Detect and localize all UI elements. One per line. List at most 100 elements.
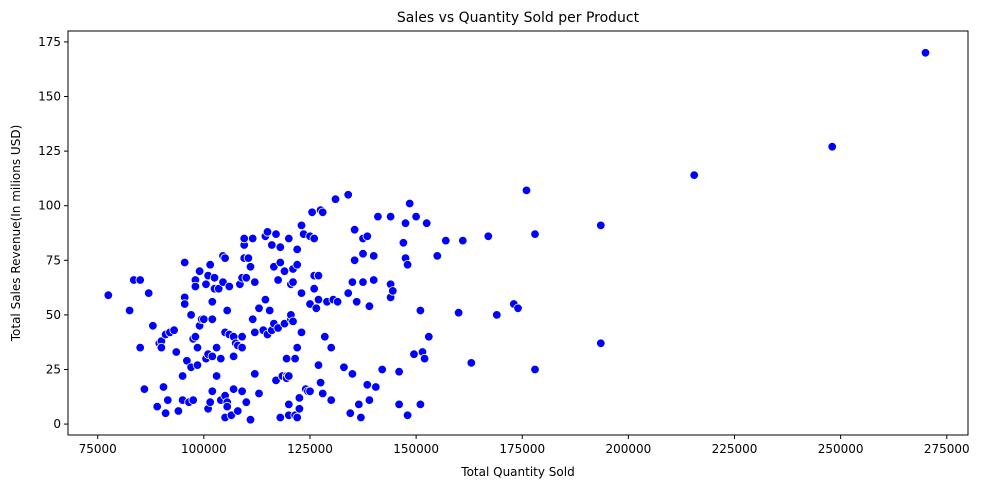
data-point: [415, 399, 426, 410]
x-tick-label: 275000: [924, 442, 970, 456]
data-point: [296, 288, 307, 298]
data-point: [275, 242, 286, 252]
y-tick-label: 50: [46, 308, 61, 322]
data-point: [205, 397, 215, 407]
y-tick-label: 100: [38, 199, 61, 213]
y-tick-label: 175: [38, 35, 61, 49]
data-point: [530, 364, 540, 375]
data-point: [237, 342, 247, 353]
chart-title: Sales vs Quantity Sold per Product: [397, 10, 640, 26]
data-point: [245, 415, 256, 425]
data-point: [332, 297, 343, 307]
y-axis-label: Total Sales Revenue(In milions USD): [9, 125, 23, 343]
data-point: [288, 316, 298, 327]
data-point: [371, 382, 381, 392]
data-point: [385, 211, 396, 222]
data-point: [179, 257, 190, 268]
data-point: [284, 399, 294, 410]
data-point: [250, 277, 260, 287]
data-point: [292, 260, 302, 270]
data-point: [262, 227, 273, 237]
data-point: [250, 327, 260, 338]
data-point: [827, 141, 837, 152]
data-point: [254, 303, 264, 314]
data-point: [373, 211, 383, 222]
data-point: [356, 412, 366, 423]
data-point: [369, 251, 379, 261]
data-point: [192, 360, 203, 370]
data-point: [415, 305, 426, 316]
data-point: [224, 281, 235, 292]
x-tick-label: 225000: [712, 442, 758, 456]
data-point: [124, 305, 135, 316]
data-point: [194, 266, 205, 276]
data-point: [158, 382, 169, 392]
data-point: [288, 277, 298, 287]
data-point: [190, 332, 201, 342]
data-point: [139, 384, 150, 394]
data-point: [296, 327, 307, 338]
data-point: [402, 260, 413, 270]
data-point: [419, 353, 430, 364]
data-point: [347, 277, 358, 287]
data-point: [292, 412, 302, 423]
data-point: [596, 338, 606, 349]
data-point: [220, 253, 230, 263]
data-point: [369, 275, 379, 285]
data-point: [313, 360, 324, 370]
data-point: [349, 255, 360, 265]
data-point: [103, 290, 114, 300]
data-point: [143, 288, 154, 298]
data-point: [405, 198, 415, 209]
data-point: [247, 314, 258, 325]
data-point: [275, 257, 286, 268]
data-point: [290, 353, 300, 364]
data-point: [163, 395, 173, 405]
data-point: [362, 231, 373, 242]
data-point: [313, 294, 324, 305]
data-point: [207, 351, 218, 362]
data-point: [241, 273, 252, 283]
data-point: [160, 408, 171, 418]
y-tick-label: 125: [38, 144, 61, 158]
data-point: [453, 308, 464, 318]
data-point: [169, 325, 179, 335]
x-tick-label: 200000: [605, 442, 651, 456]
data-point: [267, 240, 277, 250]
data-point: [388, 286, 398, 296]
data-point: [358, 277, 368, 287]
data-point: [458, 235, 468, 246]
data-point: [188, 395, 198, 405]
data-point: [279, 266, 290, 276]
data-point: [492, 310, 502, 320]
data-point: [281, 353, 292, 364]
data-point: [205, 260, 215, 270]
data-point: [920, 48, 931, 58]
data-point: [265, 305, 275, 316]
data-point: [362, 380, 373, 390]
data-point: [207, 297, 218, 307]
data-point: [326, 342, 336, 353]
data-point: [279, 318, 290, 329]
data-point: [192, 342, 203, 353]
data-point: [207, 314, 218, 325]
x-axis: 75000 100000 125000 150000 175000 200000 22500…: [79, 435, 970, 456]
data-point: [177, 371, 188, 381]
data-point: [305, 386, 315, 397]
data-point: [269, 262, 279, 272]
plot-frame: [67, 30, 969, 436]
x-tick-label: 250000: [818, 442, 864, 456]
data-point: [245, 262, 256, 272]
data-point: [394, 367, 404, 377]
data-point: [209, 273, 220, 283]
data-point: [182, 356, 192, 366]
data-point: [199, 314, 209, 325]
data-point: [211, 371, 222, 381]
data-point: [311, 303, 322, 314]
data-point: [296, 220, 307, 231]
y-axis: 0 25 50 75 100 125 150 175: [38, 35, 68, 431]
data-point: [260, 294, 271, 305]
data-point: [222, 401, 232, 412]
data-point: [294, 404, 305, 414]
data-point: [354, 399, 364, 410]
